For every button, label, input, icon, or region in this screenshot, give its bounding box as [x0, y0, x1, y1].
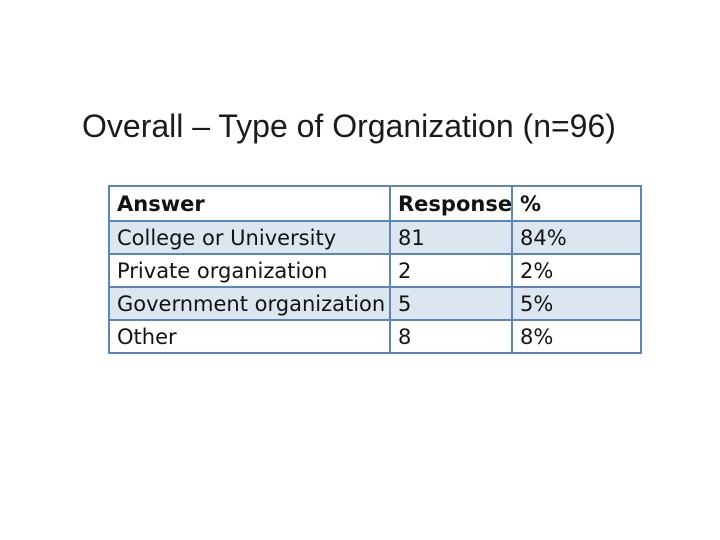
organization-results-table: Answer Response % College or University …	[108, 185, 642, 354]
column-header-percent: %	[511, 185, 642, 222]
cell-response: 5	[389, 286, 513, 321]
table-row: Private organization 2 2%	[108, 253, 642, 288]
cell-percent: 2%	[511, 253, 642, 288]
table-row: Government organization 5 5%	[108, 286, 642, 321]
table-row: College or University 81 84%	[108, 220, 642, 255]
cell-percent: 8%	[511, 319, 642, 354]
cell-response: 2	[389, 253, 513, 288]
cell-response: 81	[389, 220, 513, 255]
column-header-response: Response	[389, 185, 513, 222]
slide-title: Overall – Type of Organization (n=96)	[82, 108, 616, 144]
cell-percent: 5%	[511, 286, 642, 321]
column-header-answer: Answer	[108, 185, 391, 222]
table-row: Other 8 8%	[108, 319, 642, 354]
cell-answer: Private organization	[108, 253, 391, 288]
cell-response: 8	[389, 319, 513, 354]
cell-answer: College or University	[108, 220, 391, 255]
table-header-row: Answer Response %	[108, 185, 642, 222]
cell-answer: Government organization	[108, 286, 391, 321]
cell-answer: Other	[108, 319, 391, 354]
cell-percent: 84%	[511, 220, 642, 255]
